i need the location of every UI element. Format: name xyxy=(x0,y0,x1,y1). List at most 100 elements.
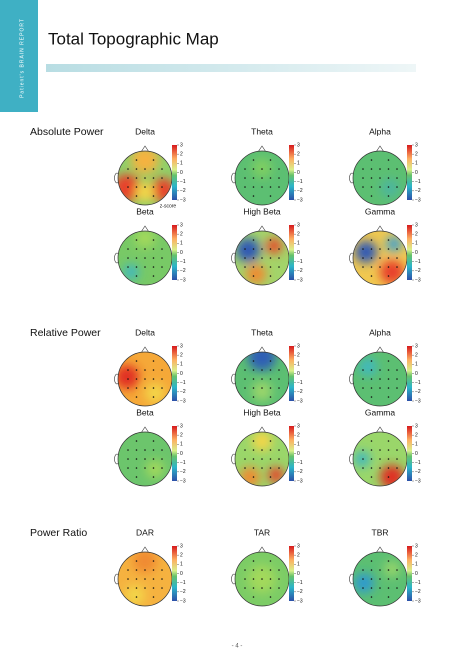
head-field xyxy=(118,552,172,606)
nose xyxy=(140,145,150,153)
electrode xyxy=(362,168,364,170)
electrode xyxy=(144,387,146,389)
colorbar-tick-label: −3 xyxy=(415,277,421,283)
electrode xyxy=(396,257,398,259)
electrode xyxy=(370,257,373,259)
electrode xyxy=(370,596,373,598)
colorbar-tick-label: 0 xyxy=(415,250,418,256)
electrode xyxy=(278,257,280,259)
colorbar xyxy=(407,225,412,280)
electrode xyxy=(152,168,155,170)
nose xyxy=(375,346,385,354)
blobs xyxy=(125,552,157,605)
electrode xyxy=(396,369,398,371)
electrode xyxy=(135,195,138,197)
colorbar xyxy=(407,145,412,200)
electrode xyxy=(278,587,280,589)
electrode xyxy=(387,168,390,170)
electrode xyxy=(370,195,373,197)
colorbar-tick-label: 2 xyxy=(415,151,418,157)
colorbar xyxy=(407,546,412,601)
electrode xyxy=(269,248,272,250)
electrode xyxy=(269,168,272,170)
electrode xyxy=(370,587,373,589)
electrode xyxy=(144,186,146,188)
colorbar-tick-label: 3 xyxy=(297,423,300,429)
blob xyxy=(135,231,155,248)
electrode xyxy=(387,257,390,259)
electrode xyxy=(127,266,129,268)
electrode xyxy=(161,266,163,268)
blob xyxy=(384,561,400,577)
electrode xyxy=(278,266,280,268)
electrode xyxy=(387,596,390,598)
electrode xyxy=(252,449,255,451)
colorbar-tick-label: 2 xyxy=(415,352,418,358)
electrode xyxy=(135,449,138,451)
colorbar-tick-label: 1 xyxy=(415,562,418,568)
blob xyxy=(118,365,139,389)
electrode xyxy=(379,257,381,259)
electrode xyxy=(127,578,129,580)
electrode xyxy=(152,275,155,277)
topo-map xyxy=(114,426,176,487)
colorbar-tick-label: 3 xyxy=(415,142,418,148)
electrode xyxy=(269,387,272,389)
electrode xyxy=(261,578,263,580)
colorbar xyxy=(289,225,294,280)
map-label: Delta xyxy=(135,327,155,337)
electrode xyxy=(161,248,163,250)
electrode xyxy=(252,239,255,241)
electrode xyxy=(152,569,155,571)
electrode xyxy=(144,467,146,469)
colorbar-tick-label: 3 xyxy=(297,222,300,228)
electrode xyxy=(261,168,263,170)
blob xyxy=(381,179,399,197)
electrode xyxy=(396,458,398,460)
blob xyxy=(240,467,260,486)
electrode xyxy=(135,369,138,371)
electrode xyxy=(244,587,246,589)
electrode xyxy=(387,560,390,562)
electrode xyxy=(269,578,272,580)
electrode xyxy=(152,476,155,478)
electrode xyxy=(144,578,146,580)
electrode xyxy=(261,378,263,380)
electrode xyxy=(161,458,163,460)
colorbar-tick-label: 2 xyxy=(297,432,300,438)
colorbar-tick-label: 3 xyxy=(180,423,183,429)
electrode xyxy=(144,266,146,268)
electrode xyxy=(127,248,129,250)
electrode xyxy=(261,569,263,571)
colorbar-tick-label: −2 xyxy=(415,389,421,395)
blob xyxy=(355,241,377,263)
colorbar xyxy=(172,426,177,481)
colorbar-tick-label: 2 xyxy=(297,151,300,157)
electrode xyxy=(252,369,255,371)
electrode xyxy=(269,467,272,469)
electrode xyxy=(269,186,272,188)
electrode xyxy=(278,387,280,389)
electrode xyxy=(269,195,272,197)
topo-map xyxy=(231,346,293,407)
electrode xyxy=(269,257,272,259)
electrode xyxy=(152,449,155,451)
electrode xyxy=(144,177,146,179)
map-label: Alpha xyxy=(369,327,391,337)
electrode xyxy=(396,587,398,589)
electrode xyxy=(379,387,381,389)
electrode xyxy=(396,177,398,179)
electrode xyxy=(396,387,398,389)
colorbar-tick-label: −3 xyxy=(297,398,303,404)
electrode xyxy=(135,266,138,268)
electrode xyxy=(362,248,364,250)
colorbar-tick-label: −2 xyxy=(415,188,421,194)
electrode xyxy=(261,186,263,188)
colorbar xyxy=(407,346,412,401)
nose xyxy=(375,546,385,554)
blobs xyxy=(236,238,282,284)
colorbar-tick-label: −2 xyxy=(180,268,186,274)
electrode xyxy=(370,378,373,380)
blobs xyxy=(146,460,164,478)
